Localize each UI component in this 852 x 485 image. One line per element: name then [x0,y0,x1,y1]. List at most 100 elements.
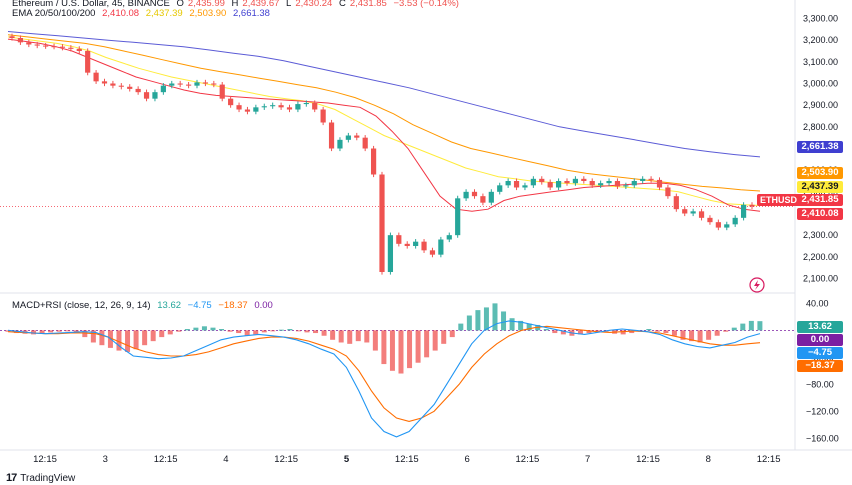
tradingview-logo-icon: 17 [6,472,17,484]
ema100-value: 2,503.90 [189,8,227,19]
candle-body [572,178,579,184]
candle-body [278,105,284,108]
macd-histogram-bar [492,303,498,331]
macd-histogram-bar [5,330,11,332]
macd-histogram-bar [526,323,532,331]
macd-histogram-bar [757,321,763,331]
ema20-price-label: 2,410.08 [797,208,843,220]
macd-histogram-bar [313,330,319,334]
time-tick-label: 12:15 [154,454,178,465]
ohlc-low: 2,430.24 [295,0,333,9]
price-tick-label: 3,000.00 [803,79,838,89]
macd-histogram-bar [483,307,489,331]
time-tick-label: 12:15 [274,454,298,465]
candle-body [9,36,15,38]
candle-body [135,88,141,93]
macd-histogram-bar [236,330,242,334]
candle-body [270,105,276,107]
macd-histogram-bar [466,315,472,331]
candle-body [34,44,40,46]
macd-legend-zero: 0.00 [254,300,273,311]
macd-histogram-bar [389,330,395,371]
macd-histogram-bar [90,330,96,343]
time-tick-label: 7 [585,454,590,465]
macd-histogram-bar [449,330,455,338]
macd-histogram-bar [731,327,737,331]
candle-body [337,139,343,149]
macd-legend: MACD+RSI (close, 12, 26, 9, 14) 13.62 −4… [12,300,277,312]
macd-histogram-bar [347,330,353,344]
candle-body [732,217,738,225]
ohlc-high-label: H [231,0,239,9]
macd-histogram-bar [646,329,652,331]
candle-body [194,82,200,86]
candle-body [547,182,553,188]
candle-body [362,137,368,149]
macd-histogram-bar [56,330,62,332]
macd-histogram-bar [31,330,37,335]
macd-histogram-bar [714,330,720,336]
macd-histogram-bar [321,330,327,336]
candle-body [127,86,133,89]
ohlc-close-label: C [338,0,346,9]
macd-legend-macd: −4.75 [187,300,212,311]
candle-body [740,204,747,218]
macd-histogram-bar [278,329,284,331]
macd-histogram-bar [415,330,421,363]
candle-body [429,250,436,255]
candle-body [631,181,637,186]
macd-histogram-bar [167,330,173,335]
candle-body [555,181,562,188]
macd-histogram-bar [723,330,729,332]
candle-body [261,106,267,108]
ema200-value: 2,661.38 [232,8,270,19]
tradingview-brand-text: TradingView [20,472,76,484]
symbol-legend: Ethereum / U.S. Dollar, 45, BINANCE O 2,4… [12,0,463,10]
candle-body [345,135,351,140]
macd-tick-label: −160.00 [806,433,839,443]
candle-body [682,209,688,214]
candle-body [614,181,621,187]
candle-body [438,239,444,255]
macd-legend-signal: −18.37 [218,300,248,311]
candle-body [169,83,175,86]
macd-histogram-bar [39,330,45,334]
ohlc-close: 2,431.85 [349,0,387,9]
macd-histogram-bar [150,330,156,342]
macd-histogram-bar [748,320,754,331]
candle-body [673,196,679,210]
macd-histogram-bar [680,330,686,340]
macd-tick-label: −80.00 [806,379,834,389]
ohlc-open-label: O [176,0,184,9]
candle-body [236,105,242,110]
candle-body [396,235,402,244]
candle-body [185,84,192,86]
candle-body [648,178,654,180]
candle-body [177,83,183,85]
candle-body [404,243,410,246]
macd-histogram-bar [253,330,259,335]
ema50-price-label: 2,437.39 [797,181,843,193]
candle-body [85,51,91,73]
macd-histogram-bar [270,330,276,332]
candle-body [354,135,360,138]
footer-brand[interactable]: 17 TradingView [6,472,75,484]
macd-histogram-bar [355,330,361,342]
candle-body [43,45,49,47]
macd-histogram-bar [424,330,430,358]
price-tick-label: 3,200.00 [803,35,838,45]
price-tick-label: 3,300.00 [803,14,838,24]
macd-histogram-bar [82,330,88,338]
macd-zero-label: 0.00 [797,334,843,346]
candle-body [320,109,326,123]
price-tick-label: 2,800.00 [803,122,838,132]
signal-line [7,325,761,422]
macd-histogram-bar [133,330,139,350]
time-tick-label: 6 [464,454,469,465]
macd-histogram-bar [381,330,387,365]
macd-histogram-bar [176,330,182,332]
candle-body [312,103,318,110]
candle-body [497,185,503,192]
